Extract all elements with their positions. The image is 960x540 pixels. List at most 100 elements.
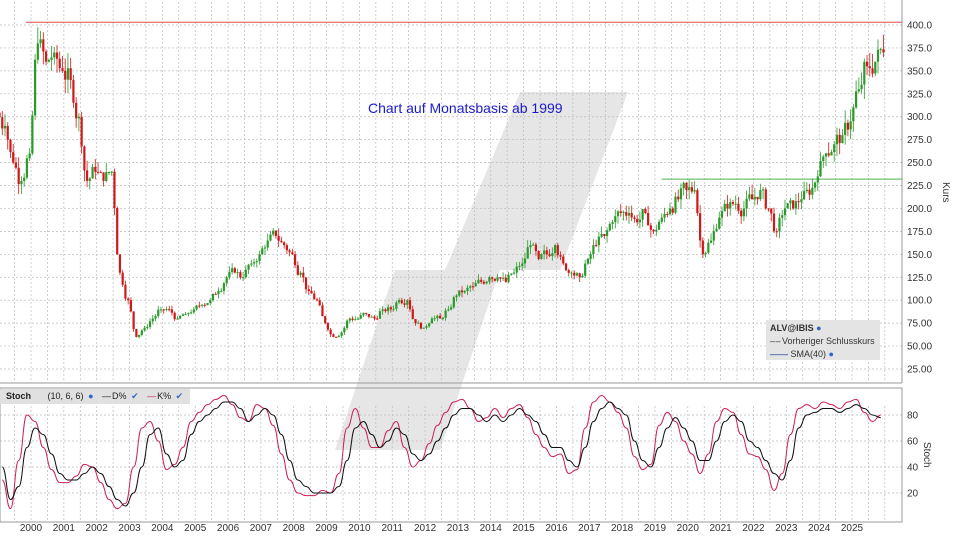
candle-body: [299, 272, 302, 275]
candle-body: [433, 318, 436, 320]
candle-body: [622, 212, 625, 214]
candle-body: [143, 327, 146, 331]
candle-body: [578, 273, 581, 278]
candle-body: [179, 315, 182, 319]
candle-body: [833, 144, 836, 153]
y-tick-label: 300.0: [907, 112, 932, 123]
x-tick-label: 2000: [20, 523, 43, 534]
candle-body: [619, 211, 622, 214]
candle-body: [482, 281, 486, 284]
stoch-legend-bar: Stoch (10, 6, 6) ● —D% ✔ —K% ✔: [0, 389, 190, 404]
candle-body: [3, 125, 7, 129]
candle-body: [781, 215, 784, 218]
candle-body: [792, 200, 795, 209]
candle-body: [110, 171, 113, 173]
candle-body: [406, 300, 409, 305]
candle-body: [94, 167, 97, 172]
candle-body: [523, 258, 527, 264]
stoch-line-d: [1, 401, 881, 507]
stoch-y-tick-label: 80: [907, 411, 919, 422]
candle-body: [835, 134, 839, 145]
candle-body: [800, 199, 803, 203]
checkbox-icon[interactable]: ✔: [175, 391, 184, 401]
candle-body: [34, 59, 37, 116]
candle-body: [649, 225, 652, 230]
candle-body: [477, 279, 480, 284]
candle-body: [61, 68, 64, 71]
x-tick-label: 2025: [841, 523, 864, 534]
checkbox-icon[interactable]: ✔: [131, 391, 139, 401]
legend-sma: SMA(40): [790, 349, 827, 359]
x-tick-label: 2012: [414, 523, 437, 534]
candle-body: [44, 51, 48, 62]
y-tick-label: 150.0: [907, 250, 932, 261]
candle-body: [83, 146, 86, 171]
candle-body: [688, 187, 691, 191]
x-tick-label: 2023: [775, 523, 798, 534]
candle-body: [36, 43, 39, 60]
candle-body: [767, 208, 770, 210]
y-tick-label: 250.0: [907, 158, 932, 169]
candle-body: [693, 190, 696, 192]
candle-body: [534, 244, 538, 252]
candle-body: [712, 231, 715, 241]
candle-body: [553, 245, 557, 254]
candle-body: [876, 49, 880, 62]
globe-icon[interactable]: ●: [828, 349, 834, 359]
candle-body: [471, 286, 475, 288]
candle-body: [39, 39, 42, 44]
candle-body: [737, 203, 740, 211]
candle-body: [469, 286, 472, 288]
candle-body: [280, 240, 283, 243]
globe-icon[interactable]: ●: [816, 323, 822, 333]
x-tick-label: 2010: [348, 523, 371, 534]
y-tick-label: 100.0: [907, 296, 932, 307]
candle-body: [428, 323, 431, 327]
candle-body: [266, 240, 269, 248]
y-tick-label: 50.00: [907, 342, 932, 353]
candle-body: [474, 283, 477, 287]
candle-body: [436, 315, 439, 319]
candle-body: [641, 209, 644, 220]
candle-body: [556, 245, 559, 256]
candle-body: [496, 277, 499, 281]
candle-body: [855, 91, 858, 108]
candle-body: [395, 302, 398, 309]
candle-body: [116, 207, 119, 255]
candle-body: [824, 153, 828, 157]
candle-body: [745, 198, 748, 209]
candle-body: [663, 213, 666, 218]
candle-body: [567, 270, 570, 273]
candle-body: [455, 295, 458, 298]
candle-body: [575, 273, 579, 276]
candle-body: [252, 262, 256, 264]
watermark-shape: [335, 92, 628, 450]
candle-body: [655, 229, 658, 232]
candle-body: [274, 230, 278, 236]
candle-body: [759, 190, 762, 200]
candle-body: [283, 242, 286, 246]
candle-body: [72, 80, 75, 103]
globe-icon[interactable]: ●: [88, 391, 94, 401]
candle-body: [408, 300, 412, 310]
x-tick-label: 2015: [512, 523, 535, 534]
candle-body: [573, 272, 576, 276]
candle-body: [518, 266, 521, 268]
candle-body: [794, 201, 797, 209]
candle-body: [595, 245, 598, 247]
candle-body: [113, 171, 116, 208]
candle-body: [23, 177, 26, 181]
candle-body: [751, 194, 754, 200]
candle-body: [211, 293, 215, 301]
stoch-y-tick-label: 60: [907, 437, 919, 448]
candle-body: [64, 70, 67, 80]
candle-body: [677, 196, 680, 200]
x-tick-label: 2004: [151, 523, 174, 534]
candle-body: [384, 309, 387, 312]
candle-body: [463, 291, 466, 293]
candle-body: [682, 182, 685, 189]
candle-body: [499, 277, 502, 279]
candle-body: [772, 213, 776, 232]
candle-body: [75, 102, 78, 119]
candle-body: [321, 305, 324, 317]
